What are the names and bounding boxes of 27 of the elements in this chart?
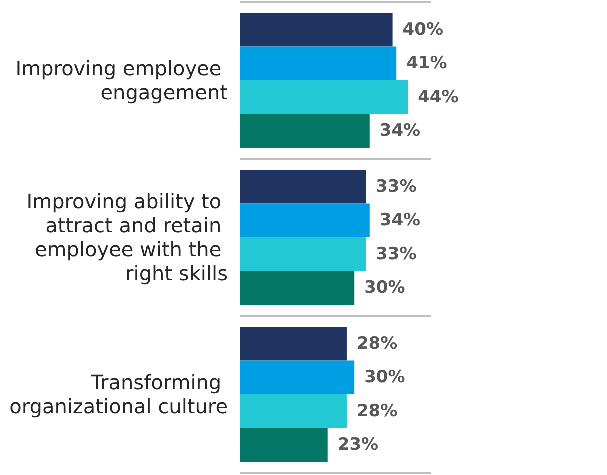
data-label: 28% xyxy=(356,334,398,354)
data-label: 33% xyxy=(376,176,417,197)
data-label: 34% xyxy=(380,210,421,231)
y-tick-label: Improving employee engagement xyxy=(16,56,228,104)
bar xyxy=(240,80,408,114)
data-label: 30% xyxy=(364,278,406,298)
y-tick-label: Transforming organizational culture xyxy=(10,370,228,418)
data-label: 44% xyxy=(418,87,459,108)
data-label: 33% xyxy=(376,244,417,264)
data-label: 30% xyxy=(364,368,406,388)
bar xyxy=(240,271,355,306)
bar xyxy=(240,428,328,462)
bar xyxy=(240,326,347,361)
data-label: 40% xyxy=(402,20,444,40)
bar xyxy=(240,360,355,394)
data-label: 41% xyxy=(406,54,448,74)
bar xyxy=(240,170,366,204)
data-label: 23% xyxy=(338,435,379,456)
data-label: 34% xyxy=(380,121,421,142)
bar xyxy=(240,204,370,238)
bar xyxy=(240,12,393,47)
bar xyxy=(240,238,366,272)
bar xyxy=(240,394,347,428)
bar xyxy=(240,114,370,148)
y-tick-label: Improving ability to attract and retain employee with the right skills xyxy=(26,190,228,286)
bar xyxy=(240,46,397,80)
data-label: 28% xyxy=(356,401,398,422)
